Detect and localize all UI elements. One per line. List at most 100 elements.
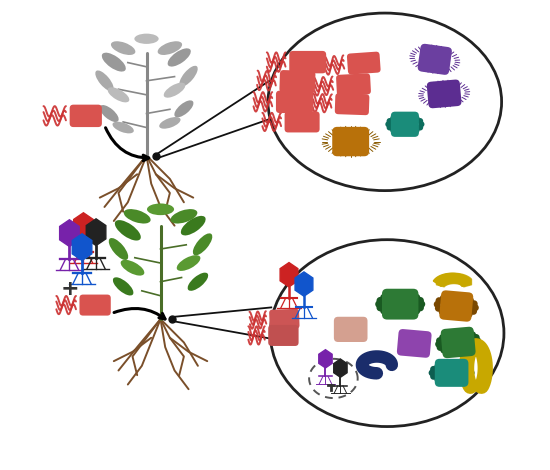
FancyBboxPatch shape xyxy=(284,111,320,133)
Circle shape xyxy=(454,293,461,300)
Circle shape xyxy=(434,376,441,383)
Circle shape xyxy=(440,294,447,301)
Circle shape xyxy=(470,344,477,351)
FancyBboxPatch shape xyxy=(70,105,102,127)
FancyBboxPatch shape xyxy=(347,52,381,74)
FancyBboxPatch shape xyxy=(289,51,326,73)
FancyBboxPatch shape xyxy=(334,317,367,342)
Circle shape xyxy=(408,113,414,119)
Circle shape xyxy=(402,130,408,136)
Circle shape xyxy=(387,125,393,131)
Ellipse shape xyxy=(120,260,144,275)
Circle shape xyxy=(439,308,446,315)
Circle shape xyxy=(461,294,468,301)
Circle shape xyxy=(380,307,388,314)
FancyBboxPatch shape xyxy=(435,359,469,387)
Ellipse shape xyxy=(179,66,197,86)
Ellipse shape xyxy=(188,273,208,291)
Circle shape xyxy=(467,297,474,304)
Circle shape xyxy=(437,344,444,351)
Ellipse shape xyxy=(100,105,119,122)
Circle shape xyxy=(445,311,452,318)
Ellipse shape xyxy=(147,204,174,215)
Ellipse shape xyxy=(111,41,135,55)
FancyBboxPatch shape xyxy=(417,44,452,75)
Circle shape xyxy=(377,297,384,305)
FancyBboxPatch shape xyxy=(276,91,314,113)
Circle shape xyxy=(465,346,472,353)
Circle shape xyxy=(418,300,425,308)
Circle shape xyxy=(434,363,441,369)
Circle shape xyxy=(459,348,466,355)
Circle shape xyxy=(393,290,400,298)
Circle shape xyxy=(390,115,396,121)
Circle shape xyxy=(471,300,478,307)
FancyBboxPatch shape xyxy=(382,289,419,320)
Circle shape xyxy=(456,378,463,385)
Circle shape xyxy=(390,127,396,133)
Ellipse shape xyxy=(271,240,504,427)
Polygon shape xyxy=(74,213,94,240)
FancyBboxPatch shape xyxy=(336,73,371,96)
Ellipse shape xyxy=(115,220,141,241)
Circle shape xyxy=(375,300,383,308)
Circle shape xyxy=(440,346,447,353)
Circle shape xyxy=(434,301,441,308)
FancyBboxPatch shape xyxy=(427,79,461,108)
Circle shape xyxy=(435,305,442,312)
Circle shape xyxy=(387,118,393,124)
Circle shape xyxy=(457,329,464,336)
Circle shape xyxy=(430,373,437,380)
Polygon shape xyxy=(72,234,92,260)
Circle shape xyxy=(474,337,481,345)
FancyBboxPatch shape xyxy=(335,93,370,115)
Circle shape xyxy=(472,304,479,311)
FancyBboxPatch shape xyxy=(441,327,476,358)
Circle shape xyxy=(407,291,415,299)
Ellipse shape xyxy=(108,87,129,102)
Circle shape xyxy=(439,334,446,341)
Polygon shape xyxy=(280,263,298,287)
FancyBboxPatch shape xyxy=(79,295,111,315)
Circle shape xyxy=(386,291,393,299)
Ellipse shape xyxy=(168,48,191,67)
Ellipse shape xyxy=(174,101,194,118)
Circle shape xyxy=(469,331,476,338)
Ellipse shape xyxy=(181,216,206,235)
Polygon shape xyxy=(433,274,470,286)
Circle shape xyxy=(408,129,414,135)
Circle shape xyxy=(436,297,443,304)
Circle shape xyxy=(459,312,466,319)
Circle shape xyxy=(395,129,402,135)
FancyBboxPatch shape xyxy=(279,70,316,94)
Polygon shape xyxy=(334,359,347,377)
Polygon shape xyxy=(295,272,313,296)
FancyBboxPatch shape xyxy=(268,325,299,346)
Circle shape xyxy=(419,121,425,127)
Circle shape xyxy=(473,341,480,348)
Circle shape xyxy=(444,331,451,338)
Polygon shape xyxy=(319,350,332,368)
Circle shape xyxy=(472,334,480,341)
Circle shape xyxy=(395,113,402,119)
Circle shape xyxy=(446,348,453,355)
Circle shape xyxy=(464,329,471,337)
Circle shape xyxy=(413,307,420,314)
Circle shape xyxy=(462,363,469,369)
Polygon shape xyxy=(59,220,79,246)
Circle shape xyxy=(386,121,392,127)
Circle shape xyxy=(416,297,424,305)
Ellipse shape xyxy=(170,209,197,224)
Circle shape xyxy=(380,294,388,301)
Circle shape xyxy=(448,360,455,367)
Circle shape xyxy=(416,304,424,311)
Circle shape xyxy=(413,294,420,301)
Circle shape xyxy=(448,379,455,385)
Circle shape xyxy=(465,311,472,318)
Circle shape xyxy=(436,337,443,344)
Ellipse shape xyxy=(177,255,200,271)
Circle shape xyxy=(456,361,463,368)
FancyBboxPatch shape xyxy=(397,329,432,358)
Circle shape xyxy=(428,369,436,376)
Ellipse shape xyxy=(109,238,128,260)
